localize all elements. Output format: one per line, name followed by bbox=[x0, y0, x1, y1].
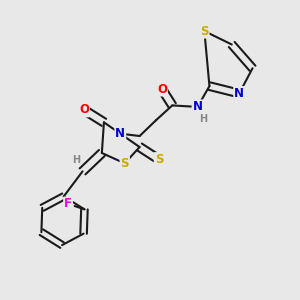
Text: O: O bbox=[79, 103, 89, 116]
Text: N: N bbox=[193, 100, 202, 113]
Text: N: N bbox=[115, 127, 125, 140]
Text: H: H bbox=[72, 155, 80, 165]
Text: H: H bbox=[199, 114, 207, 124]
Text: S: S bbox=[200, 25, 208, 38]
Text: S: S bbox=[121, 157, 129, 170]
Text: F: F bbox=[64, 197, 72, 210]
Text: N: N bbox=[234, 87, 244, 100]
Text: O: O bbox=[157, 82, 167, 96]
Text: S: S bbox=[155, 153, 163, 166]
